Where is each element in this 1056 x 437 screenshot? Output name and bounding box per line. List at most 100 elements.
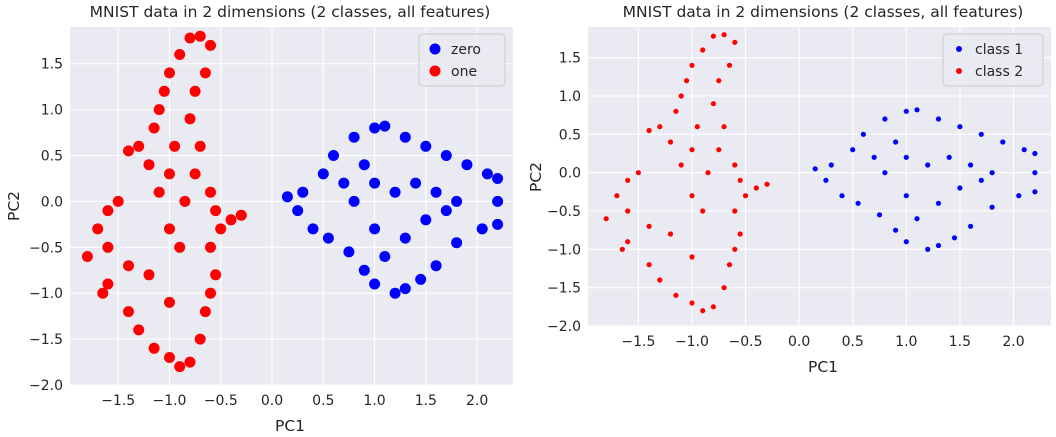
- chart-right-point: [721, 124, 727, 130]
- chart-left-ytick-label: −1.5: [29, 332, 63, 348]
- chart-left-point: [492, 173, 504, 184]
- chart-right-point: [1032, 189, 1038, 195]
- chart-right-point: [619, 246, 625, 252]
- chart-right-point: [882, 116, 888, 122]
- chart-left-point: [174, 241, 186, 253]
- chart-right-ytick-label: −1.0: [547, 242, 581, 258]
- chart-left-point: [307, 223, 319, 235]
- chart-left-ytick-label: −1.0: [29, 286, 63, 302]
- chart-left-point: [379, 120, 391, 132]
- chart-right-point: [678, 93, 684, 99]
- chart-right-xtick-label: 0.0: [788, 334, 810, 350]
- chart-right-title: MNIST data in 2 dimensions (2 classes, a…: [623, 3, 1024, 21]
- chart-right-point: [678, 162, 684, 168]
- chart-right-point: [635, 170, 642, 176]
- chart-left-point: [102, 241, 114, 253]
- chart-right-point: [689, 254, 695, 260]
- chart-right-point: [946, 154, 952, 160]
- chart-left-point: [225, 214, 237, 226]
- chart-right: MNIST data in 2 dimensions (2 classes, a…: [527, 3, 1051, 376]
- chart-left-point: [153, 104, 165, 116]
- chart-left-point: [451, 237, 463, 249]
- chart-left-point: [169, 140, 181, 152]
- chart-right-point: [625, 177, 631, 183]
- chart-right-point: [614, 193, 620, 199]
- chart-right-point: [882, 170, 888, 176]
- chart-left-point: [199, 306, 211, 318]
- chart-left-point: [389, 186, 401, 198]
- chart-right-point: [646, 127, 652, 134]
- chart-left-point: [81, 251, 93, 262]
- chart-right-point: [935, 200, 942, 206]
- chart-right-point: [694, 124, 700, 130]
- chart-right-point: [705, 170, 711, 176]
- chart-left-point: [451, 195, 463, 207]
- chart-right-point: [903, 193, 909, 199]
- chart-left-point: [179, 195, 191, 207]
- chart-left-ytick-label: −0.5: [29, 240, 63, 256]
- chart-left-point: [189, 85, 201, 97]
- chart-right-point: [968, 223, 974, 229]
- chart-right-point: [646, 223, 652, 229]
- chart-right-xtick-label: 1.5: [949, 334, 971, 350]
- chart-left-point: [215, 223, 227, 235]
- chart-left-point: [102, 278, 114, 290]
- chart-right-point: [968, 162, 974, 168]
- chart-left-point: [369, 278, 381, 290]
- chart-left-point: [420, 214, 432, 226]
- chart-right-legend-label: class 2: [975, 64, 1023, 80]
- chart-left-xtick-label: 2.0: [466, 393, 488, 409]
- chart-right-point: [689, 147, 695, 153]
- chart-left-point: [164, 67, 175, 79]
- chart-right-point: [989, 170, 995, 176]
- chart-right-point: [1021, 147, 1027, 153]
- chart-left-point: [348, 195, 360, 207]
- chart-left-point: [369, 122, 381, 134]
- chart-left-xtick-label: 0.0: [261, 393, 283, 409]
- chart-right-point: [828, 162, 834, 168]
- chart-left-point: [164, 168, 175, 180]
- chart-right-point: [935, 116, 942, 122]
- chart-right-point: [700, 208, 706, 214]
- chart-left-title: MNIST data in 2 dimensions (2 classes, a…: [90, 3, 491, 21]
- chart-left-point: [184, 32, 196, 44]
- chart-right-point: [903, 108, 909, 114]
- chart-left-point: [322, 232, 334, 244]
- chart-right-point: [684, 78, 690, 84]
- chart-left-ytick-label: −2.0: [29, 378, 63, 394]
- chart-right-series-1: [603, 32, 770, 314]
- chart-right-point: [839, 193, 845, 199]
- chart-left-point: [205, 186, 216, 198]
- chart-left-xtick-label: 0.5: [312, 393, 334, 409]
- chart-left-point: [476, 223, 488, 235]
- chart-left-point: [343, 246, 355, 258]
- chart-right-ytick-label: −2.0: [547, 319, 581, 335]
- chart-right-point: [812, 166, 818, 172]
- chart-right-point: [753, 185, 759, 191]
- chart-left-point: [338, 177, 350, 189]
- chart-left-point: [97, 287, 109, 299]
- chart-right-xtick-label: −0.5: [729, 334, 763, 350]
- chart-right-point: [893, 227, 899, 233]
- chart-left-legend: zero one: [418, 33, 506, 87]
- chart-right-point: [689, 300, 695, 306]
- chart-left-legend-label: one: [451, 64, 477, 80]
- chart-left-point: [420, 140, 432, 152]
- chart-left-point: [164, 223, 175, 235]
- chart-right-ytick-label: 0.0: [559, 166, 581, 182]
- chart-left-point: [440, 205, 452, 217]
- chart-left-point: [328, 150, 339, 161]
- chart-left-series-0: [281, 120, 504, 299]
- chart-right-legend-marker: [956, 68, 962, 74]
- chart-left-point: [164, 352, 175, 363]
- chart-right-point: [710, 304, 717, 310]
- chart-right-point: [925, 162, 931, 168]
- chart-right-point: [978, 177, 984, 183]
- chart-left-point: [174, 361, 186, 373]
- chart-left-legend-box: [418, 33, 506, 87]
- chart-left-xtick-label: 1.5: [415, 393, 437, 409]
- chart-right-point: [657, 277, 663, 283]
- chart-left-point: [461, 159, 473, 171]
- chart-right-xtick-label: 2.0: [1002, 334, 1024, 350]
